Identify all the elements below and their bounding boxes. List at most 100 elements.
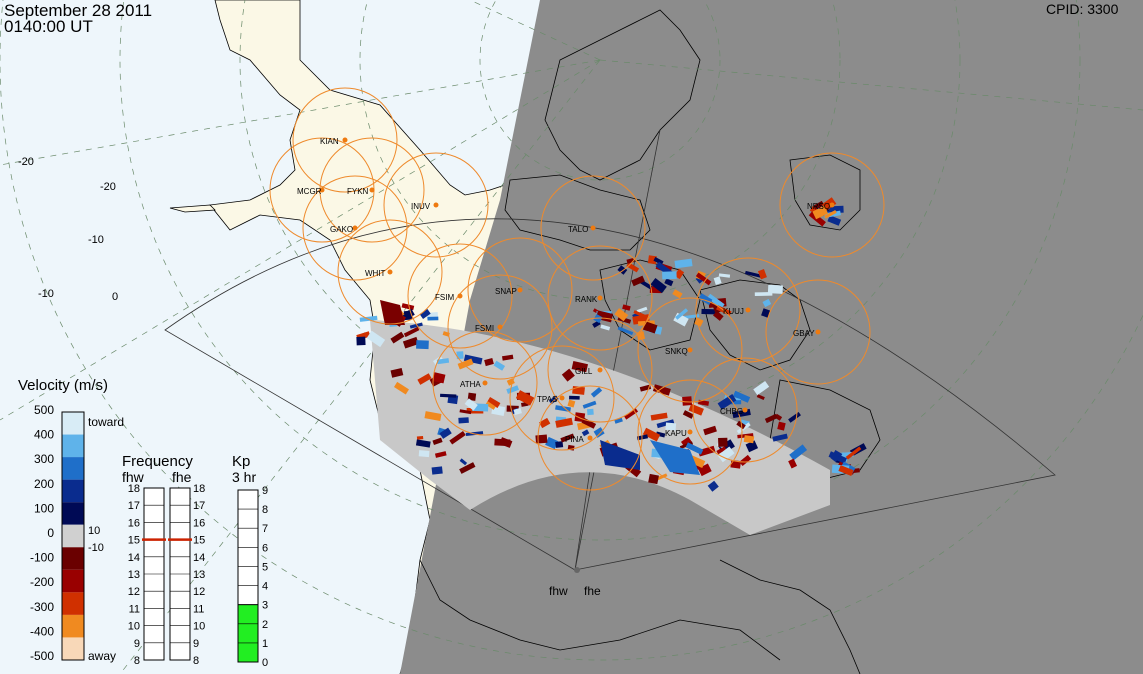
- velocity-vector: [845, 446, 862, 460]
- velocity-vector: [567, 399, 576, 408]
- velocity-vector: [777, 421, 786, 431]
- velocity-vector: [665, 422, 677, 431]
- station-fov-circle: [302, 175, 408, 281]
- station-marker: [482, 380, 488, 386]
- station-label-inuv: INUV: [411, 202, 431, 211]
- frequency-tick-left: 13: [128, 569, 140, 581]
- velocity-vector: [697, 445, 716, 457]
- frequency-tick-right: 9: [193, 638, 199, 650]
- kp-legend-subtitle: 3 hr: [232, 469, 256, 485]
- station-fov-circle: [537, 385, 643, 491]
- velocity-vector: [436, 358, 450, 365]
- station-label-fsim: FSIM: [435, 293, 454, 302]
- frequency-right-label: fhe: [172, 469, 192, 485]
- frequency-tick-left: 17: [128, 500, 140, 512]
- radar-label-fhe: fhe: [584, 584, 601, 598]
- velocity-colorbar-segment: [62, 637, 84, 660]
- velocity-vector: [812, 205, 829, 220]
- velocity-vector: [716, 446, 727, 455]
- station-fov-circle: [695, 257, 801, 363]
- radar-beam-divider: [574, 129, 661, 571]
- velocity-vector: [653, 257, 664, 265]
- kp-tick: 7: [262, 523, 268, 535]
- frequency-tick-right: 8: [193, 655, 199, 667]
- station-marker: [742, 407, 748, 413]
- velocity-vector: [409, 322, 423, 329]
- station-fov-circle: [383, 152, 489, 258]
- kp-tick: 0: [262, 657, 268, 669]
- radar-site-marker: [574, 567, 580, 573]
- velocity-colorbar-segment: [62, 569, 84, 593]
- velocity-tick: 200: [34, 477, 54, 491]
- kp-legend-title: Kp: [232, 453, 250, 470]
- velocity-vector: [417, 373, 432, 385]
- station-marker: [517, 287, 523, 293]
- frequency-bars: [142, 487, 192, 661]
- velocity-vector: [499, 437, 513, 448]
- station-marker: [745, 307, 751, 313]
- kp-tick: 4: [262, 581, 268, 593]
- kp-tick-labels: 9 8 7 6 5 4 3 2 1 0: [262, 485, 268, 669]
- velocity-vector: [506, 385, 520, 394]
- radar-beam-divider-2: [574, 469, 591, 571]
- velocity-tick: 0: [47, 526, 54, 540]
- station-label-kian: KIAN: [320, 137, 339, 146]
- svg-text:-20: -20: [100, 181, 116, 193]
- frequency-tick-right: 14: [193, 552, 205, 564]
- kp-tick: 2: [262, 619, 268, 631]
- velocity-vector: [622, 304, 631, 311]
- velocity-vector: [415, 439, 431, 448]
- velocity-vector: [674, 268, 685, 280]
- velocity-colorbar-segment: [62, 412, 84, 435]
- cpid-label: CPID: 3300: [1046, 1, 1119, 17]
- station-label-snap: SNAP: [495, 287, 517, 296]
- station-marker: [590, 225, 596, 231]
- station-label-pina: PINA: [565, 435, 584, 444]
- velocity-vector: [456, 351, 464, 360]
- station-marker: [587, 435, 593, 441]
- frequency-tick-right: 16: [193, 517, 205, 529]
- station-marker: [597, 367, 603, 373]
- velocity-vector: [698, 293, 713, 306]
- night-terminator: [400, 0, 1143, 674]
- velocity-vector: [424, 411, 442, 422]
- station-fov-circle: [407, 243, 513, 349]
- velocity-colorbar-frame: [61, 411, 85, 661]
- kp-bar-fill: [237, 604, 259, 663]
- velocity-vector: [614, 308, 629, 322]
- velocity-vector: [707, 480, 719, 492]
- velocity-vector: [593, 427, 605, 438]
- kp-tick: 5: [262, 561, 268, 573]
- velocity-vector: [757, 269, 767, 280]
- station-labels: KIAN MCGR FYKN INUV GAKO TALO NRSQ WHIT FSIM SNAP…: [297, 137, 835, 444]
- velocity-vector: [808, 211, 826, 227]
- velocity-vector: [633, 310, 649, 319]
- station-fov-circle: [637, 379, 743, 485]
- station-fov-circle: [467, 237, 573, 343]
- velocity-vector: [756, 394, 765, 401]
- velocity-vector: [695, 272, 712, 286]
- velocity-vector: [586, 408, 594, 416]
- velocity-vector: [419, 308, 431, 320]
- velocity-vector: [736, 420, 746, 430]
- velocity-vector: [432, 372, 446, 384]
- velocity-tick: -500: [30, 649, 54, 663]
- velocity-vector: [821, 197, 837, 211]
- velocity-colorbar-segment: [62, 592, 84, 615]
- velocity-vector: [824, 209, 837, 219]
- velocity-vector: [664, 278, 674, 287]
- station-label-gako: GAKO: [330, 225, 353, 234]
- velocity-vector: [416, 340, 429, 350]
- velocity-tick: 500: [34, 403, 54, 417]
- velocity-vector: [827, 215, 842, 226]
- velocity-vector: [464, 398, 478, 411]
- svg-text:0: 0: [112, 291, 118, 303]
- velocity-vector: [753, 381, 770, 396]
- velocity-colorbar-segment: [62, 479, 84, 503]
- time-label: 0140:00 UT: [4, 17, 93, 36]
- velocity-vector: [675, 308, 689, 320]
- velocity-vector: [402, 336, 419, 349]
- velocity-tick: 300: [34, 452, 54, 466]
- velocity-vector: [655, 431, 666, 438]
